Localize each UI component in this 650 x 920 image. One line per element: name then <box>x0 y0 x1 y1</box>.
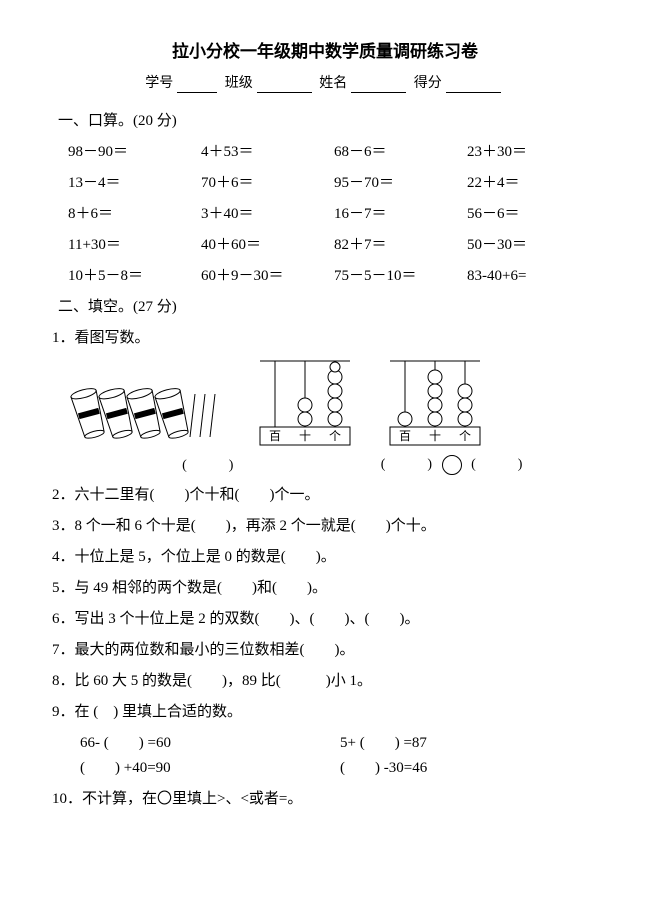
q1-label: 1．看图写数。 <box>50 328 600 349</box>
calc-cell: 98－90＝ <box>68 142 201 163</box>
compare-circle-icon[interactable] <box>442 455 462 475</box>
calc-cell: 3＋40＝ <box>201 204 334 225</box>
calc-cell: 11+30＝ <box>68 235 201 256</box>
label-defen: 得分 <box>414 76 442 91</box>
section-1-head: 一、口算。(20 分) <box>50 111 600 132</box>
calc-cell: 82＋7＝ <box>334 235 467 256</box>
calc-grid: 98－90＝ 4＋53＝ 68－6＝ 23＋30＝ 13－4＝ 70＋6＝ 95… <box>50 142 600 287</box>
calc-cell: 95－70＝ <box>334 173 467 194</box>
q3: 3．8 个一和 6 个十是( )，再添 2 个一就是( )个十。 <box>50 516 600 537</box>
svg-text:百: 百 <box>269 429 281 443</box>
answer-blank[interactable]: ( ) ( ) <box>346 455 558 475</box>
svg-text:个: 个 <box>329 429 341 443</box>
q9: 9．在 ( ) 里填上合适的数。 <box>50 702 600 723</box>
blank-banji[interactable] <box>257 78 312 93</box>
blank-xingming[interactable] <box>351 78 406 93</box>
svg-text:个: 个 <box>459 429 471 443</box>
calc-cell: 8＋6＝ <box>68 204 201 225</box>
calc-cell: 23＋30＝ <box>467 142 600 163</box>
q9-row: ( ) +40=90 ( ) -30=46 <box>50 758 600 779</box>
eq-cell: 5+ ( ) =87 <box>340 733 600 754</box>
calc-row: 98－90＝ 4＋53＝ 68－6＝ 23＋30＝ <box>68 142 600 163</box>
blank-xuehao[interactable] <box>177 78 217 93</box>
label-banji: 班级 <box>225 76 253 91</box>
calc-cell: 40＋60＝ <box>201 235 334 256</box>
calc-cell: 60＋9－30＝ <box>201 266 334 287</box>
svg-text:十: 十 <box>429 429 441 443</box>
page-title: 拉小分校一年级期中数学质量调研练习卷 <box>50 40 600 64</box>
calc-cell: 56－6＝ <box>467 204 600 225</box>
section-2-head: 二、填空。(27 分) <box>50 297 600 318</box>
label-xuehao: 学号 <box>145 76 173 91</box>
calc-row: 11+30＝ 40＋60＝ 82＋7＝ 50－30＝ <box>68 235 600 256</box>
calc-cell: 22＋4＝ <box>467 173 600 194</box>
q6: 6．写出 3 个十位上是 2 的双数( )、( )、( )。 <box>50 609 600 630</box>
q4: 4．十位上是 5，个位上是 0 的数是( )。 <box>50 547 600 568</box>
q10: 10．不计算，在〇里填上>、<或者=。 <box>50 789 600 810</box>
info-line: 学号 班级 姓名 得分 <box>50 74 600 94</box>
eq-cell: 66- ( ) =60 <box>80 733 340 754</box>
answer-blank[interactable]: ( ) <box>70 456 346 476</box>
figure-row: 百 十 个 百 十 个 <box>70 359 600 449</box>
abacus-icon: 百 十 个 <box>250 359 360 449</box>
calc-cell: 50－30＝ <box>467 235 600 256</box>
calc-cell: 75－5－10＝ <box>334 266 467 287</box>
eq-cell: ( ) +40=90 <box>80 758 340 779</box>
calc-cell: 13－4＝ <box>68 173 201 194</box>
calc-cell: 70＋6＝ <box>201 173 334 194</box>
label-xingming: 姓名 <box>319 76 347 91</box>
calc-row: 13－4＝ 70＋6＝ 95－70＝ 22＋4＝ <box>68 173 600 194</box>
calc-cell: 4＋53＝ <box>201 142 334 163</box>
calc-cell: 16－7＝ <box>334 204 467 225</box>
q8: 8．比 60 大 5 的数是( )，89 比( )小 1。 <box>50 671 600 692</box>
calc-cell: 10＋5－8＝ <box>68 266 201 287</box>
sticks-icon <box>70 379 230 449</box>
calc-cell: 68－6＝ <box>334 142 467 163</box>
blank-defen[interactable] <box>446 78 501 93</box>
svg-text:十: 十 <box>299 429 311 443</box>
paren-row: ( ) ( ) ( ) <box>70 455 600 475</box>
eq-cell: ( ) -30=46 <box>340 758 600 779</box>
q5: 5．与 49 相邻的两个数是( )和( )。 <box>50 578 600 599</box>
svg-text:百: 百 <box>399 429 411 443</box>
calc-row: 8＋6＝ 3＋40＝ 16－7＝ 56－6＝ <box>68 204 600 225</box>
q2: 2．六十二里有( )个十和( )个一。 <box>50 485 600 506</box>
q9-row: 66- ( ) =60 5+ ( ) =87 <box>50 733 600 754</box>
calc-cell: 83-40+6= <box>467 266 600 287</box>
q7: 7．最大的两位数和最小的三位数相差( )。 <box>50 640 600 661</box>
calc-row: 10＋5－8＝ 60＋9－30＝ 75－5－10＝ 83-40+6= <box>68 266 600 287</box>
abacus-icon: 百 十 个 <box>380 359 490 449</box>
